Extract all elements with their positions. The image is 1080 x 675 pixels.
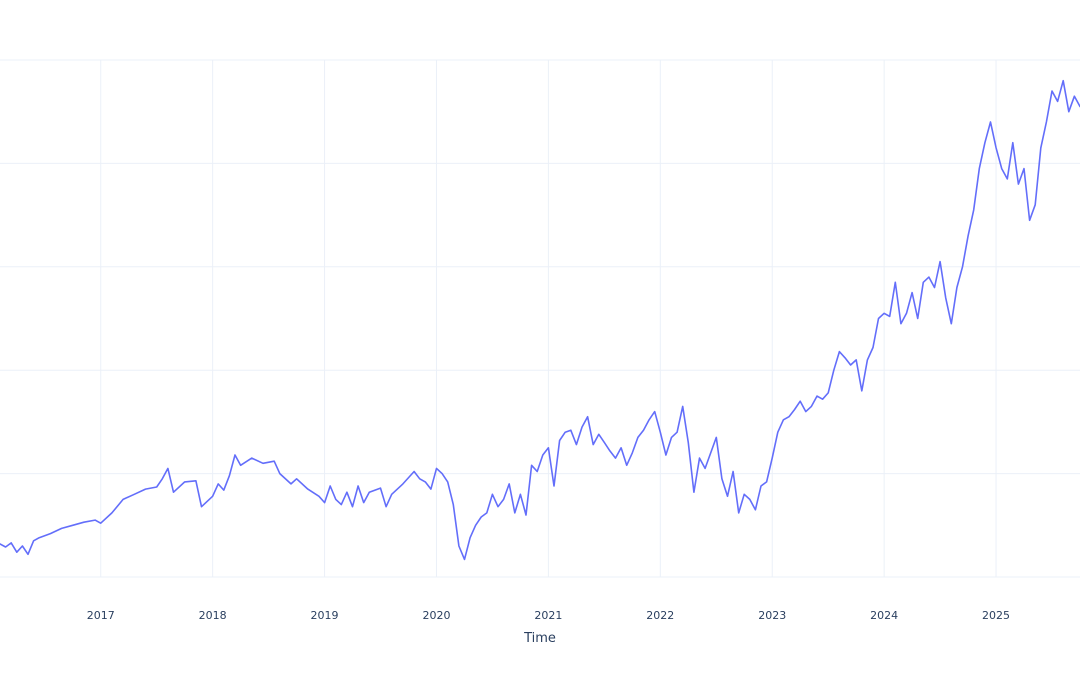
x-axis-ticks: 2017 2018 2019 2020 2021 2022 2023 2024 2025 bbox=[87, 609, 1010, 622]
x-tick-label: 2022 bbox=[646, 609, 674, 622]
x-tick-label: 2019 bbox=[311, 609, 339, 622]
x-axis-title: Time bbox=[523, 631, 556, 646]
grid bbox=[0, 59, 1080, 578]
series-layer bbox=[0, 79, 1080, 561]
series-line bbox=[0, 79, 1080, 561]
x-tick-label: 2025 bbox=[982, 609, 1010, 622]
x-tick-label: 2020 bbox=[422, 609, 450, 622]
x-tick-label: 2021 bbox=[534, 609, 562, 622]
x-tick-label: 2024 bbox=[870, 609, 898, 622]
x-tick-label: 2018 bbox=[199, 609, 227, 622]
x-tick-label: 2023 bbox=[758, 609, 786, 622]
x-tick-label: 2017 bbox=[87, 609, 115, 622]
